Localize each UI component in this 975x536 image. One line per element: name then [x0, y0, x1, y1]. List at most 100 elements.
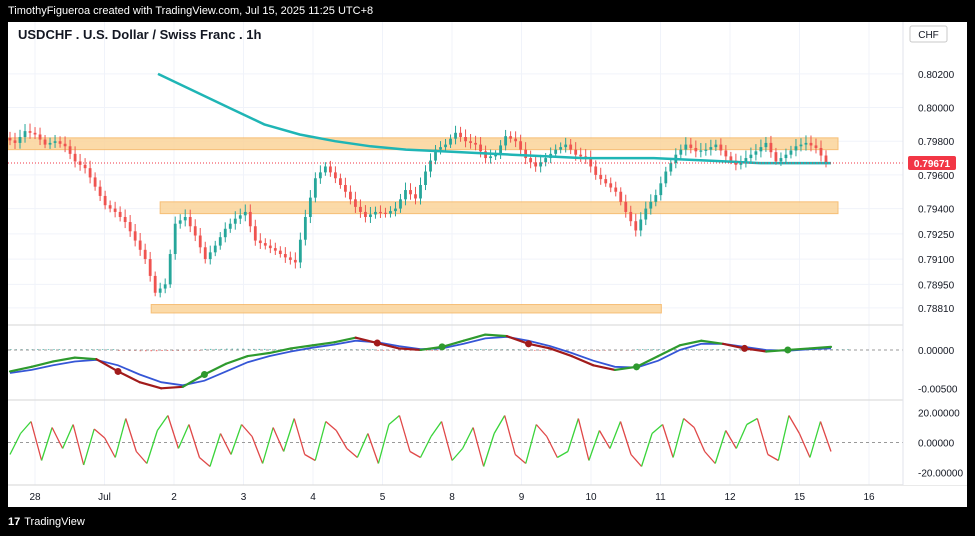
candle-body: [439, 147, 442, 150]
candle-body: [804, 142, 808, 145]
tradingview-brand[interactable]: 17 TradingView: [8, 516, 85, 528]
candle-body: [273, 248, 277, 251]
zone-resistance: [8, 137, 839, 151]
oscillator-histogram-bar: [377, 349, 379, 351]
candle-body: [544, 158, 548, 163]
candle-body: [133, 231, 137, 241]
oscillator-fast-segment: [592, 364, 617, 372]
rsi-tick-label: 0.00000: [918, 439, 955, 450]
candle-body: [699, 150, 703, 152]
currency-label[interactable]: CHF: [918, 30, 939, 41]
candle-body: [8, 137, 12, 141]
oscillator-fast-segment: [570, 354, 595, 367]
zone-low: [150, 304, 662, 314]
candle-body: [684, 144, 688, 150]
candle-body: [704, 149, 708, 151]
oscillator-fast-segment: [613, 365, 638, 372]
time-tick-label: 3: [241, 492, 247, 503]
candle-body: [63, 143, 67, 147]
oscillator-fast-segment: [462, 333, 487, 342]
rsi-segment: [504, 415, 516, 455]
oscillator-fast-segment: [224, 354, 249, 365]
oscillator-cross-dot: [200, 371, 208, 379]
rsi-segment: [704, 451, 716, 464]
oscillator-fast-segment: [203, 362, 228, 376]
candle-body: [208, 252, 212, 260]
oscillator-histogram-bar: [641, 349, 644, 350]
oscillator-histogram-bar: [150, 349, 153, 352]
candle-body: [689, 144, 693, 148]
rsi-segment: [9, 433, 22, 455]
candle-body: [519, 141, 523, 150]
time-axis: 28 Jul 2 3 4 5 8 9 10 11 12 15 16: [29, 492, 875, 503]
candle-body: [754, 151, 758, 155]
candle-body: [554, 149, 558, 154]
candle-body: [168, 254, 172, 285]
candle-body: [484, 151, 487, 159]
chart-area[interactable]: 0.80200 0.80000 0.79800 0.79600 0.79400 0.792…: [8, 22, 967, 507]
candle-body: [574, 149, 578, 155]
oscillator-fast-segment: [354, 336, 379, 345]
price-axis-labels: 0.80200 0.80000 0.79800 0.79600 0.79400 0.792…: [918, 70, 963, 480]
candle-body: [504, 136, 508, 146]
candle-body: [399, 199, 402, 209]
rsi-segment: [451, 448, 464, 461]
oscillator-fast-segment: [721, 342, 746, 350]
candle-body: [404, 190, 407, 200]
candle-body: [679, 149, 683, 155]
candle-body: [148, 259, 152, 276]
currency-box[interactable]: [909, 25, 948, 43]
oscillator-cross-dot: [373, 339, 381, 347]
time-tick-label: 11: [655, 492, 666, 503]
oscillator-histogram-bar: [128, 349, 131, 351]
oscillator-histogram-bar: [145, 349, 147, 352]
rsi-segment: [409, 450, 421, 459]
tradingview-logo-icon: 17: [8, 516, 21, 528]
rsi-segment: [683, 418, 695, 428]
candle-body: [579, 154, 583, 157]
time-tick-label: 5: [380, 492, 386, 503]
candle-body: [759, 147, 763, 152]
oscillator-histogram-bar: [253, 348, 255, 350]
candle-body: [248, 211, 252, 227]
candle-body: [489, 156, 492, 159]
oscillator-fast-segment: [268, 347, 292, 355]
candle-body: [38, 134, 42, 140]
oscillator-tick-label: -0.00500: [918, 384, 958, 395]
candle-body: [283, 254, 287, 258]
rsi-segment: [367, 433, 380, 464]
oscillator-fast-segment: [549, 347, 573, 358]
candle-body: [424, 171, 427, 185]
oscillator-histogram-bar: [263, 348, 266, 350]
candle-body: [624, 201, 628, 212]
oscillator-histogram-bar: [177, 349, 180, 351]
rsi-segment: [51, 427, 64, 449]
candle-body: [479, 144, 482, 152]
time-tick-label: 10: [585, 492, 597, 503]
price-tick-label: 0.78810: [918, 304, 955, 315]
rsi-segment: [630, 454, 643, 467]
candle-body: [794, 146, 798, 151]
rsi-segment: [72, 424, 85, 466]
candle-body: [609, 183, 613, 188]
oscillator-histogram-bar: [706, 349, 709, 350]
oscillator-histogram-bar: [258, 348, 261, 350]
oscillator-histogram-bar: [523, 349, 525, 350]
oscillator-cross-dot: [438, 343, 446, 351]
candle-body: [123, 216, 127, 223]
oscillator-histogram-bar: [685, 349, 687, 350]
rsi-segment: [525, 424, 537, 464]
oscillator-fast-segment: [8, 365, 33, 373]
time-tick-label: 4: [310, 492, 316, 503]
oscillator-histogram-bar: [209, 348, 212, 350]
oscillator-histogram-bar: [101, 349, 104, 350]
rsi-segment: [672, 418, 685, 458]
oscillator-fast-segment: [743, 347, 768, 353]
candle-body: [83, 164, 87, 169]
candle-body: [93, 177, 97, 187]
oscillator-histogram-bar: [652, 349, 655, 350]
chart-svg[interactable]: 0.80200 0.80000 0.79800 0.79600 0.79400 0.792…: [8, 22, 967, 507]
candle-body: [414, 194, 417, 199]
candle-body: [469, 141, 472, 143]
candle-body: [113, 208, 117, 212]
